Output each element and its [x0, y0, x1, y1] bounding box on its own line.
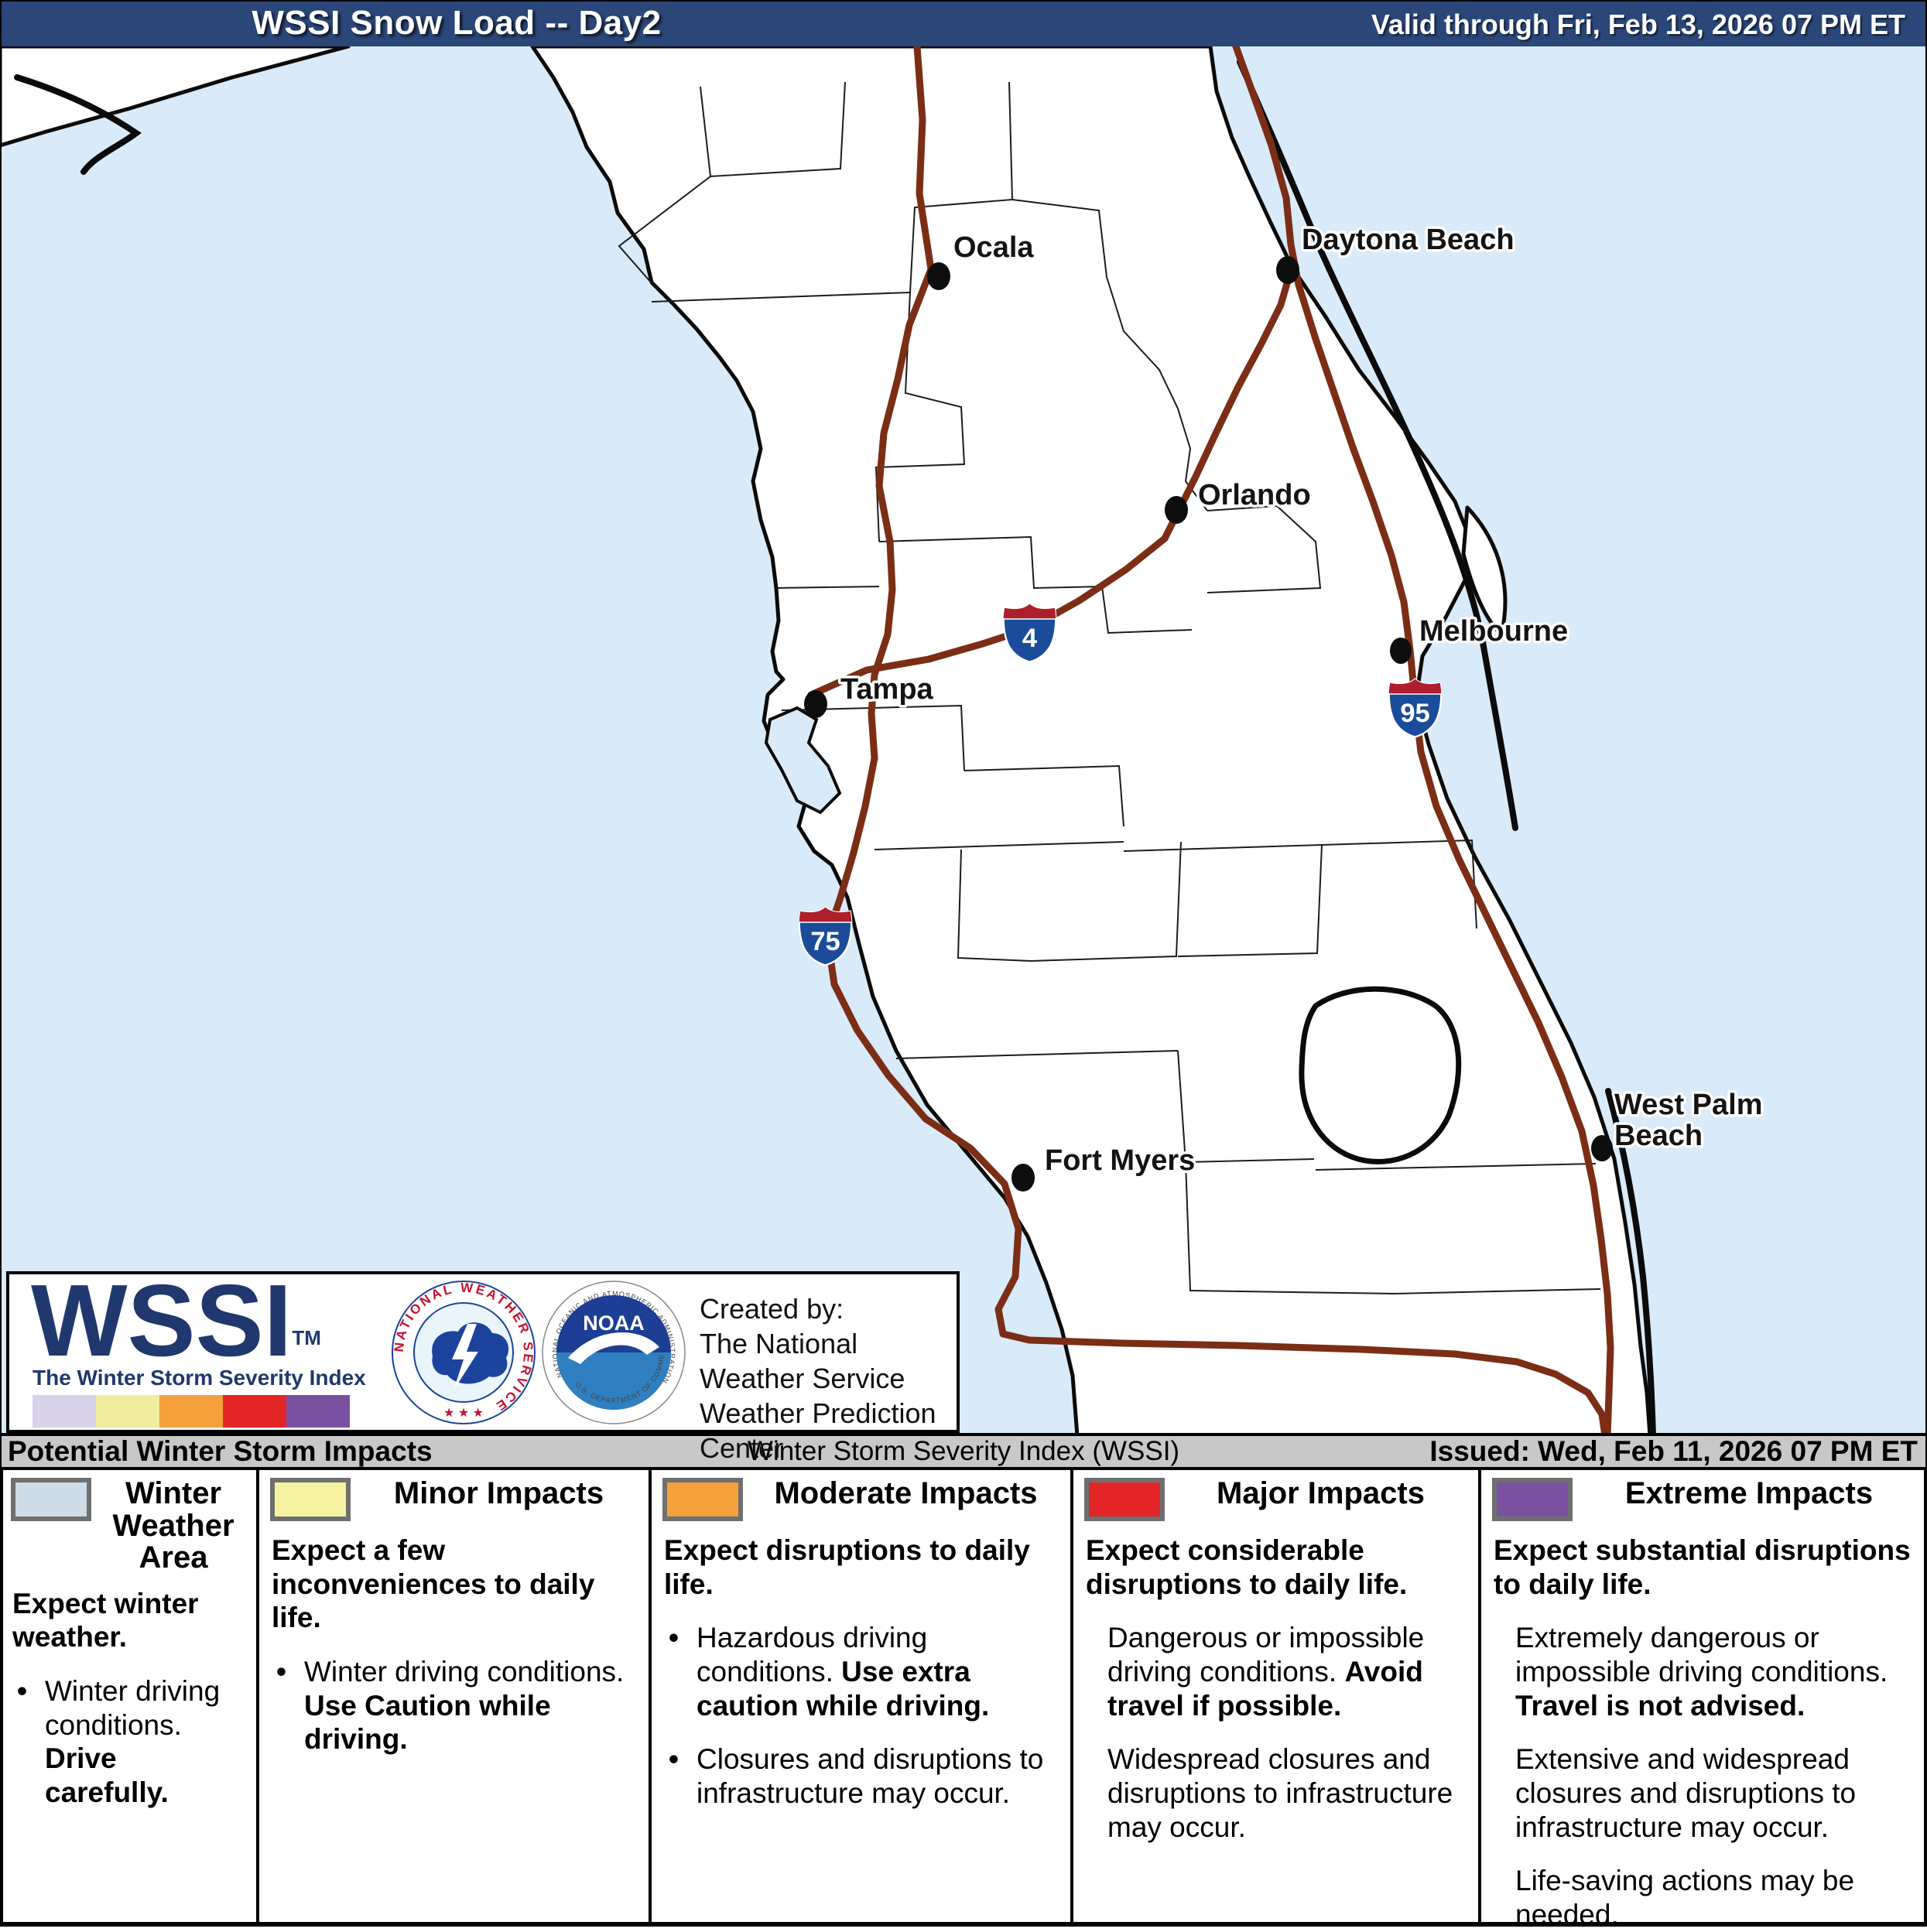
- interstate-75-shield: 75: [798, 905, 853, 966]
- map-canvas: 4 95 75 Ocala Daytona Beach Orlando Tamp…: [0, 46, 1927, 1436]
- minor-impacts-swatch: [270, 1478, 351, 1521]
- legend-lead: Expect a few inconveniences to daily lif…: [272, 1534, 595, 1634]
- page-title: WSSI Snow Load -- Day2: [252, 4, 662, 42]
- svg-text:★ ★ ★: ★ ★ ★: [443, 1407, 484, 1420]
- svg-text:75: 75: [810, 927, 840, 956]
- legend-bullet: Winter driving conditions. Use Caution w…: [270, 1655, 638, 1756]
- legend-divider: [1070, 1470, 1073, 1923]
- svg-text:95: 95: [1400, 699, 1429, 728]
- city-daytona-beach: Daytona Beach: [1276, 221, 1517, 284]
- florida-map: 4 95 75 Ocala Daytona Beach Orlando Tamp…: [0, 46, 1927, 1436]
- valid-through-label: Valid through Fri, Feb 13, 2026 07 PM ET: [1371, 9, 1905, 40]
- cape-canaveral: [1461, 505, 1508, 637]
- svg-text:Tampa: Tampa: [840, 673, 934, 706]
- legend-bullet: Closures and disruptions to infrastructu…: [662, 1742, 1059, 1810]
- created-by-line: The National Weather Service: [700, 1328, 905, 1394]
- legend-paragraph: Extensive and widespread closures and di…: [1515, 1743, 1857, 1843]
- major-impacts-swatch: [1084, 1478, 1165, 1521]
- moderate-impacts-swatch: [662, 1478, 743, 1521]
- legend-column-major-impacts: Major Impacts Expect considerable disrup…: [1076, 1470, 1475, 1923]
- legend-lead: Expect considerable disruptions to daily…: [1086, 1534, 1408, 1600]
- legend-divider: [256, 1470, 259, 1923]
- legend-paragraph: Extremely dangerous or impossible drivin…: [1515, 1622, 1888, 1722]
- nws-logo: NATIONAL WEATHER SERVICE ★ ★ ★: [392, 1281, 536, 1424]
- legend-title: Minor Impacts: [393, 1476, 604, 1510]
- palette-major: [223, 1395, 286, 1428]
- wssi-subtitle: Winter Storm Severity Index (WSSI): [747, 1436, 1180, 1466]
- svg-text:Beach: Beach: [1614, 1120, 1703, 1152]
- city-west-palm-beach: West Palm Beach: [1591, 1086, 1765, 1161]
- palette-winter-weather: [33, 1395, 96, 1428]
- legend-lead: Expect substantial disruptions to daily …: [1494, 1534, 1911, 1600]
- city-orlando: Orlando: [1165, 477, 1313, 524]
- legend-column-minor-impacts: Minor Impacts Expect a few inconvenience…: [262, 1470, 645, 1923]
- lake-okeechobee: [1299, 986, 1462, 1164]
- east-coast-barrier-island-south: [1605, 1088, 1656, 1436]
- legend-title: Moderate Impacts: [774, 1476, 1038, 1510]
- legend-title: Major Impacts: [1217, 1476, 1425, 1510]
- legend-lead: Expect disruptions to daily life.: [664, 1534, 1030, 1600]
- legend-lead: Expect winter weather.: [12, 1587, 199, 1653]
- interstate-4-shield: 4: [1002, 602, 1057, 663]
- potential-impacts-title: Potential Winter Storm Impacts: [8, 1435, 433, 1467]
- header-bar: WSSI Snow Load -- Day2 Valid through Fri…: [0, 0, 1927, 46]
- legend-column-extreme-impacts: Extreme Impacts Expect substantial disru…: [1484, 1470, 1924, 1930]
- legend-bullet: Winter driving conditions. Drive careful…: [11, 1674, 246, 1810]
- issued-bar: Potential Winter Storm Impacts Winter St…: [0, 1433, 1927, 1470]
- svg-text:Ocala: Ocala: [953, 231, 1034, 264]
- road-i75: [823, 46, 1609, 1436]
- legend-title: Winter Weather Area: [112, 1476, 234, 1575]
- big-bend-coast: [0, 46, 351, 148]
- palette-moderate: [159, 1395, 223, 1428]
- winter-weather-area-swatch: [11, 1478, 91, 1521]
- legend-column-moderate-impacts: Moderate Impacts Expect disruptions to d…: [655, 1470, 1067, 1923]
- east-coast-barrier-island-north: [1237, 59, 1518, 831]
- city-ocala: Ocala: [927, 229, 1037, 290]
- county-boundaries: [618, 81, 1601, 1294]
- trademark-symbol: TM: [292, 1326, 321, 1349]
- legend-divider: [649, 1470, 652, 1923]
- legend-column-winter-weather-area: Winter Weather Area Expect winter weathe…: [3, 1470, 254, 1923]
- palette-extreme: [286, 1395, 350, 1428]
- issued-timestamp: Issued: Wed, Feb 11, 2026 07 PM ET: [1429, 1435, 1918, 1467]
- interstate-95-shield: 95: [1388, 677, 1443, 738]
- legend-title: Extreme Impacts: [1624, 1476, 1874, 1510]
- created-by-line: Created by:: [700, 1293, 844, 1325]
- svg-text:Melbourne: Melbourne: [1419, 615, 1568, 648]
- road-i4: [807, 272, 1293, 699]
- city-tampa: Tampa: [804, 671, 936, 718]
- legend-paragraph: Life-saving actions may be needed.: [1515, 1865, 1855, 1930]
- svg-text:4: 4: [1022, 624, 1037, 653]
- wssi-tagline: The Winter Storm Severity Index: [33, 1366, 366, 1390]
- created-by-text: Created by: The National Weather Service…: [700, 1291, 957, 1465]
- legend-paragraph: Widespread closures and disruptions to i…: [1107, 1743, 1453, 1843]
- legend-bullet: Hazardous driving conditions. Use extra …: [662, 1621, 1059, 1722]
- svg-text:NOAA: NOAA: [583, 1311, 645, 1335]
- coastal-spit: [14, 74, 142, 175]
- svg-text:Daytona Beach: Daytona Beach: [1302, 224, 1515, 256]
- extreme-impacts-swatch: [1492, 1478, 1573, 1521]
- wssi-logo-box: WSSITM The Winter Storm Severity Index N…: [6, 1263, 960, 1464]
- legend-divider: [1478, 1470, 1481, 1923]
- legend-paragraph: Dangerous or impossible driving conditio…: [1107, 1622, 1425, 1722]
- svg-text:West Palm: West Palm: [1614, 1089, 1762, 1121]
- wssi-logo: WSSITM: [31, 1263, 321, 1377]
- city-melbourne: Melbourne: [1390, 613, 1571, 664]
- city-fort-myers: Fort Myers: [1011, 1142, 1198, 1192]
- created-by-line: Weather Prediction Center: [700, 1397, 936, 1464]
- noaa-logo: NATIONAL OCEANIC AND ATMOSPHERIC ADMINIS…: [540, 1279, 686, 1424]
- svg-text:Orlando: Orlando: [1198, 479, 1311, 511]
- svg-text:Fort Myers: Fort Myers: [1045, 1144, 1195, 1177]
- palette-minor: [96, 1395, 159, 1428]
- wssi-severity-palette: [33, 1395, 350, 1428]
